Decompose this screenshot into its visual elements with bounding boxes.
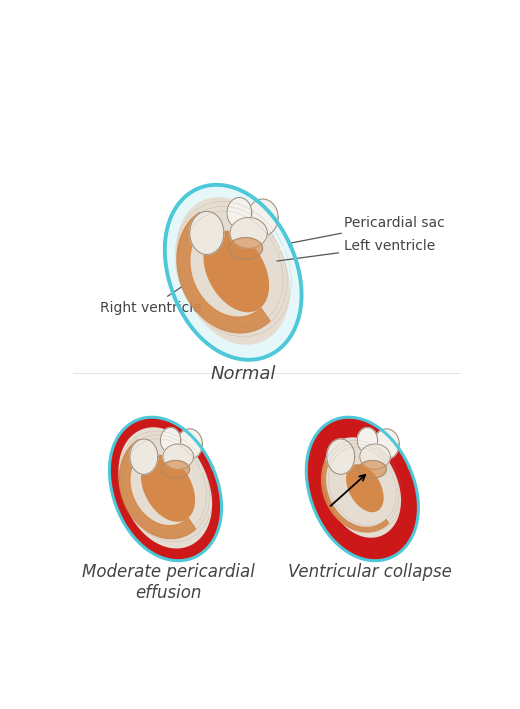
Polygon shape: [327, 439, 355, 474]
Polygon shape: [119, 428, 212, 548]
Polygon shape: [160, 428, 181, 453]
Polygon shape: [120, 440, 196, 539]
Text: Right ventricle: Right ventricle: [100, 286, 202, 315]
Text: Moderate pericardial
effusion: Moderate pericardial effusion: [82, 563, 254, 602]
Polygon shape: [163, 444, 193, 469]
Polygon shape: [230, 218, 267, 248]
Polygon shape: [165, 185, 302, 359]
Polygon shape: [321, 446, 388, 532]
Polygon shape: [130, 439, 158, 474]
Polygon shape: [177, 198, 289, 344]
Polygon shape: [141, 455, 194, 521]
Polygon shape: [177, 212, 270, 333]
Polygon shape: [357, 428, 378, 453]
Polygon shape: [358, 460, 386, 478]
Polygon shape: [374, 429, 399, 459]
Text: Ventricular collapse: Ventricular collapse: [289, 563, 452, 581]
Polygon shape: [109, 417, 222, 561]
Text: Left ventricle: Left ventricle: [277, 239, 435, 261]
Polygon shape: [177, 429, 202, 459]
Text: Pericardial sac: Pericardial sac: [290, 216, 445, 243]
Polygon shape: [360, 444, 391, 469]
Text: Normal: Normal: [211, 365, 276, 384]
Polygon shape: [228, 238, 263, 259]
Polygon shape: [306, 417, 419, 561]
Polygon shape: [247, 199, 278, 236]
Polygon shape: [323, 438, 400, 537]
Polygon shape: [190, 211, 224, 255]
Polygon shape: [204, 231, 268, 311]
Polygon shape: [227, 198, 252, 228]
Polygon shape: [162, 460, 190, 478]
Polygon shape: [347, 465, 383, 512]
